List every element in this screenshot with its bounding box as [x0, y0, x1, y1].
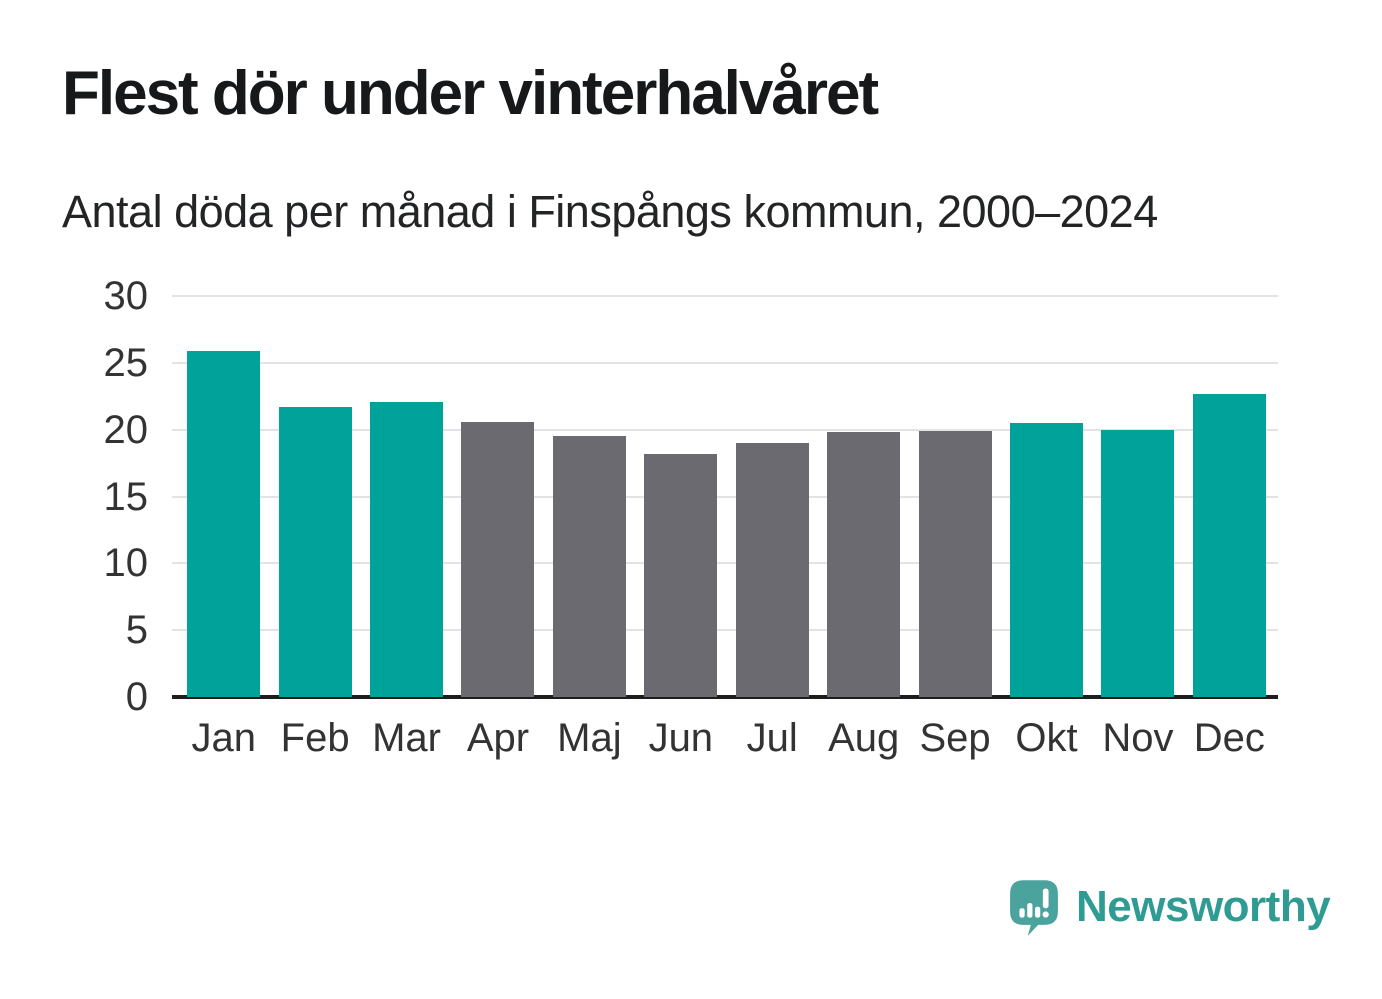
y-axis-labels: 0 5 10 15 20 25 30	[0, 0, 149, 999]
x-tick-label-apr: Apr	[466, 716, 530, 760]
bar-slot-jun	[635, 296, 726, 697]
y-tick-label-25: 25	[103, 340, 149, 385]
x-tick-label-feb: Feb	[280, 716, 350, 760]
bar-slot-sep	[909, 296, 1000, 697]
x-axis-labels: Jan Feb Mar Apr Maj Jun Jul Aug Sep Okt Nov Dec	[178, 714, 1275, 762]
plot-area	[172, 295, 1278, 699]
x-tick-label-sep: Sep	[919, 716, 991, 760]
y-tick-label-20: 20	[103, 407, 149, 452]
bar-nov	[1101, 429, 1175, 697]
bar-slot-jan	[178, 296, 269, 697]
bar-slot-nov	[1092, 296, 1183, 697]
bars-layer	[178, 296, 1275, 697]
bar-sep	[918, 431, 992, 697]
bar-slot-okt	[1001, 296, 1092, 697]
y-tick-label-0: 0	[125, 675, 148, 719]
bar-slot-mar	[361, 296, 452, 697]
gridline-10	[172, 562, 1278, 565]
gridline-30	[172, 295, 1278, 297]
bar-okt	[1010, 422, 1083, 697]
bar-dec	[1192, 393, 1266, 697]
y-tick-label-10: 10	[103, 541, 149, 586]
newsworthy-logo-text: Newsworthy	[1076, 882, 1331, 931]
bar-jan	[187, 350, 261, 697]
bar-jun	[644, 453, 718, 697]
bar-slot-feb	[269, 296, 360, 697]
speech-bubble-bar-chart-icon	[1010, 879, 1058, 936]
gridline-25	[172, 361, 1278, 364]
x-tick-label-mar: Mar	[372, 716, 441, 760]
bar-slot-jul	[727, 296, 818, 697]
newsworthy-logo: Newsworthy	[1008, 876, 1331, 938]
bar-feb	[278, 406, 352, 697]
bar-maj	[552, 436, 626, 697]
x-tick-label-aug: Aug	[828, 716, 900, 760]
bar-apr	[461, 421, 535, 697]
bar-slot-maj	[544, 296, 635, 697]
x-tick-label-maj: Maj	[557, 716, 622, 760]
x-axis-baseline	[172, 695, 1278, 699]
bar-slot-aug	[818, 296, 909, 697]
gridline-15	[172, 495, 1278, 498]
x-tick-label-nov: Nov	[1102, 716, 1174, 760]
bar-mar	[370, 401, 444, 697]
bar-slot-dec	[1184, 296, 1275, 697]
chart-subtitle: Antal döda per månad i Finspångs kommun,…	[62, 186, 1158, 237]
x-tick-label-okt: Okt	[1015, 716, 1078, 760]
bar-slot-apr	[452, 296, 543, 697]
x-tick-label-jun: Jun	[648, 716, 714, 760]
gridline-20	[172, 428, 1278, 431]
y-tick-label-15: 15	[103, 474, 149, 519]
chart-title: Flest dör under vinterhalvåret	[62, 59, 879, 128]
x-tick-label-dec: Dec	[1193, 716, 1265, 760]
bar-aug	[827, 432, 901, 697]
bar-jul	[735, 443, 809, 697]
y-tick-label-5: 5	[125, 608, 148, 653]
y-tick-label-30: 30	[103, 274, 149, 318]
x-tick-label-jul: Jul	[746, 716, 798, 760]
x-tick-label-jan: Jan	[191, 716, 256, 760]
gridline-5	[172, 629, 1278, 632]
